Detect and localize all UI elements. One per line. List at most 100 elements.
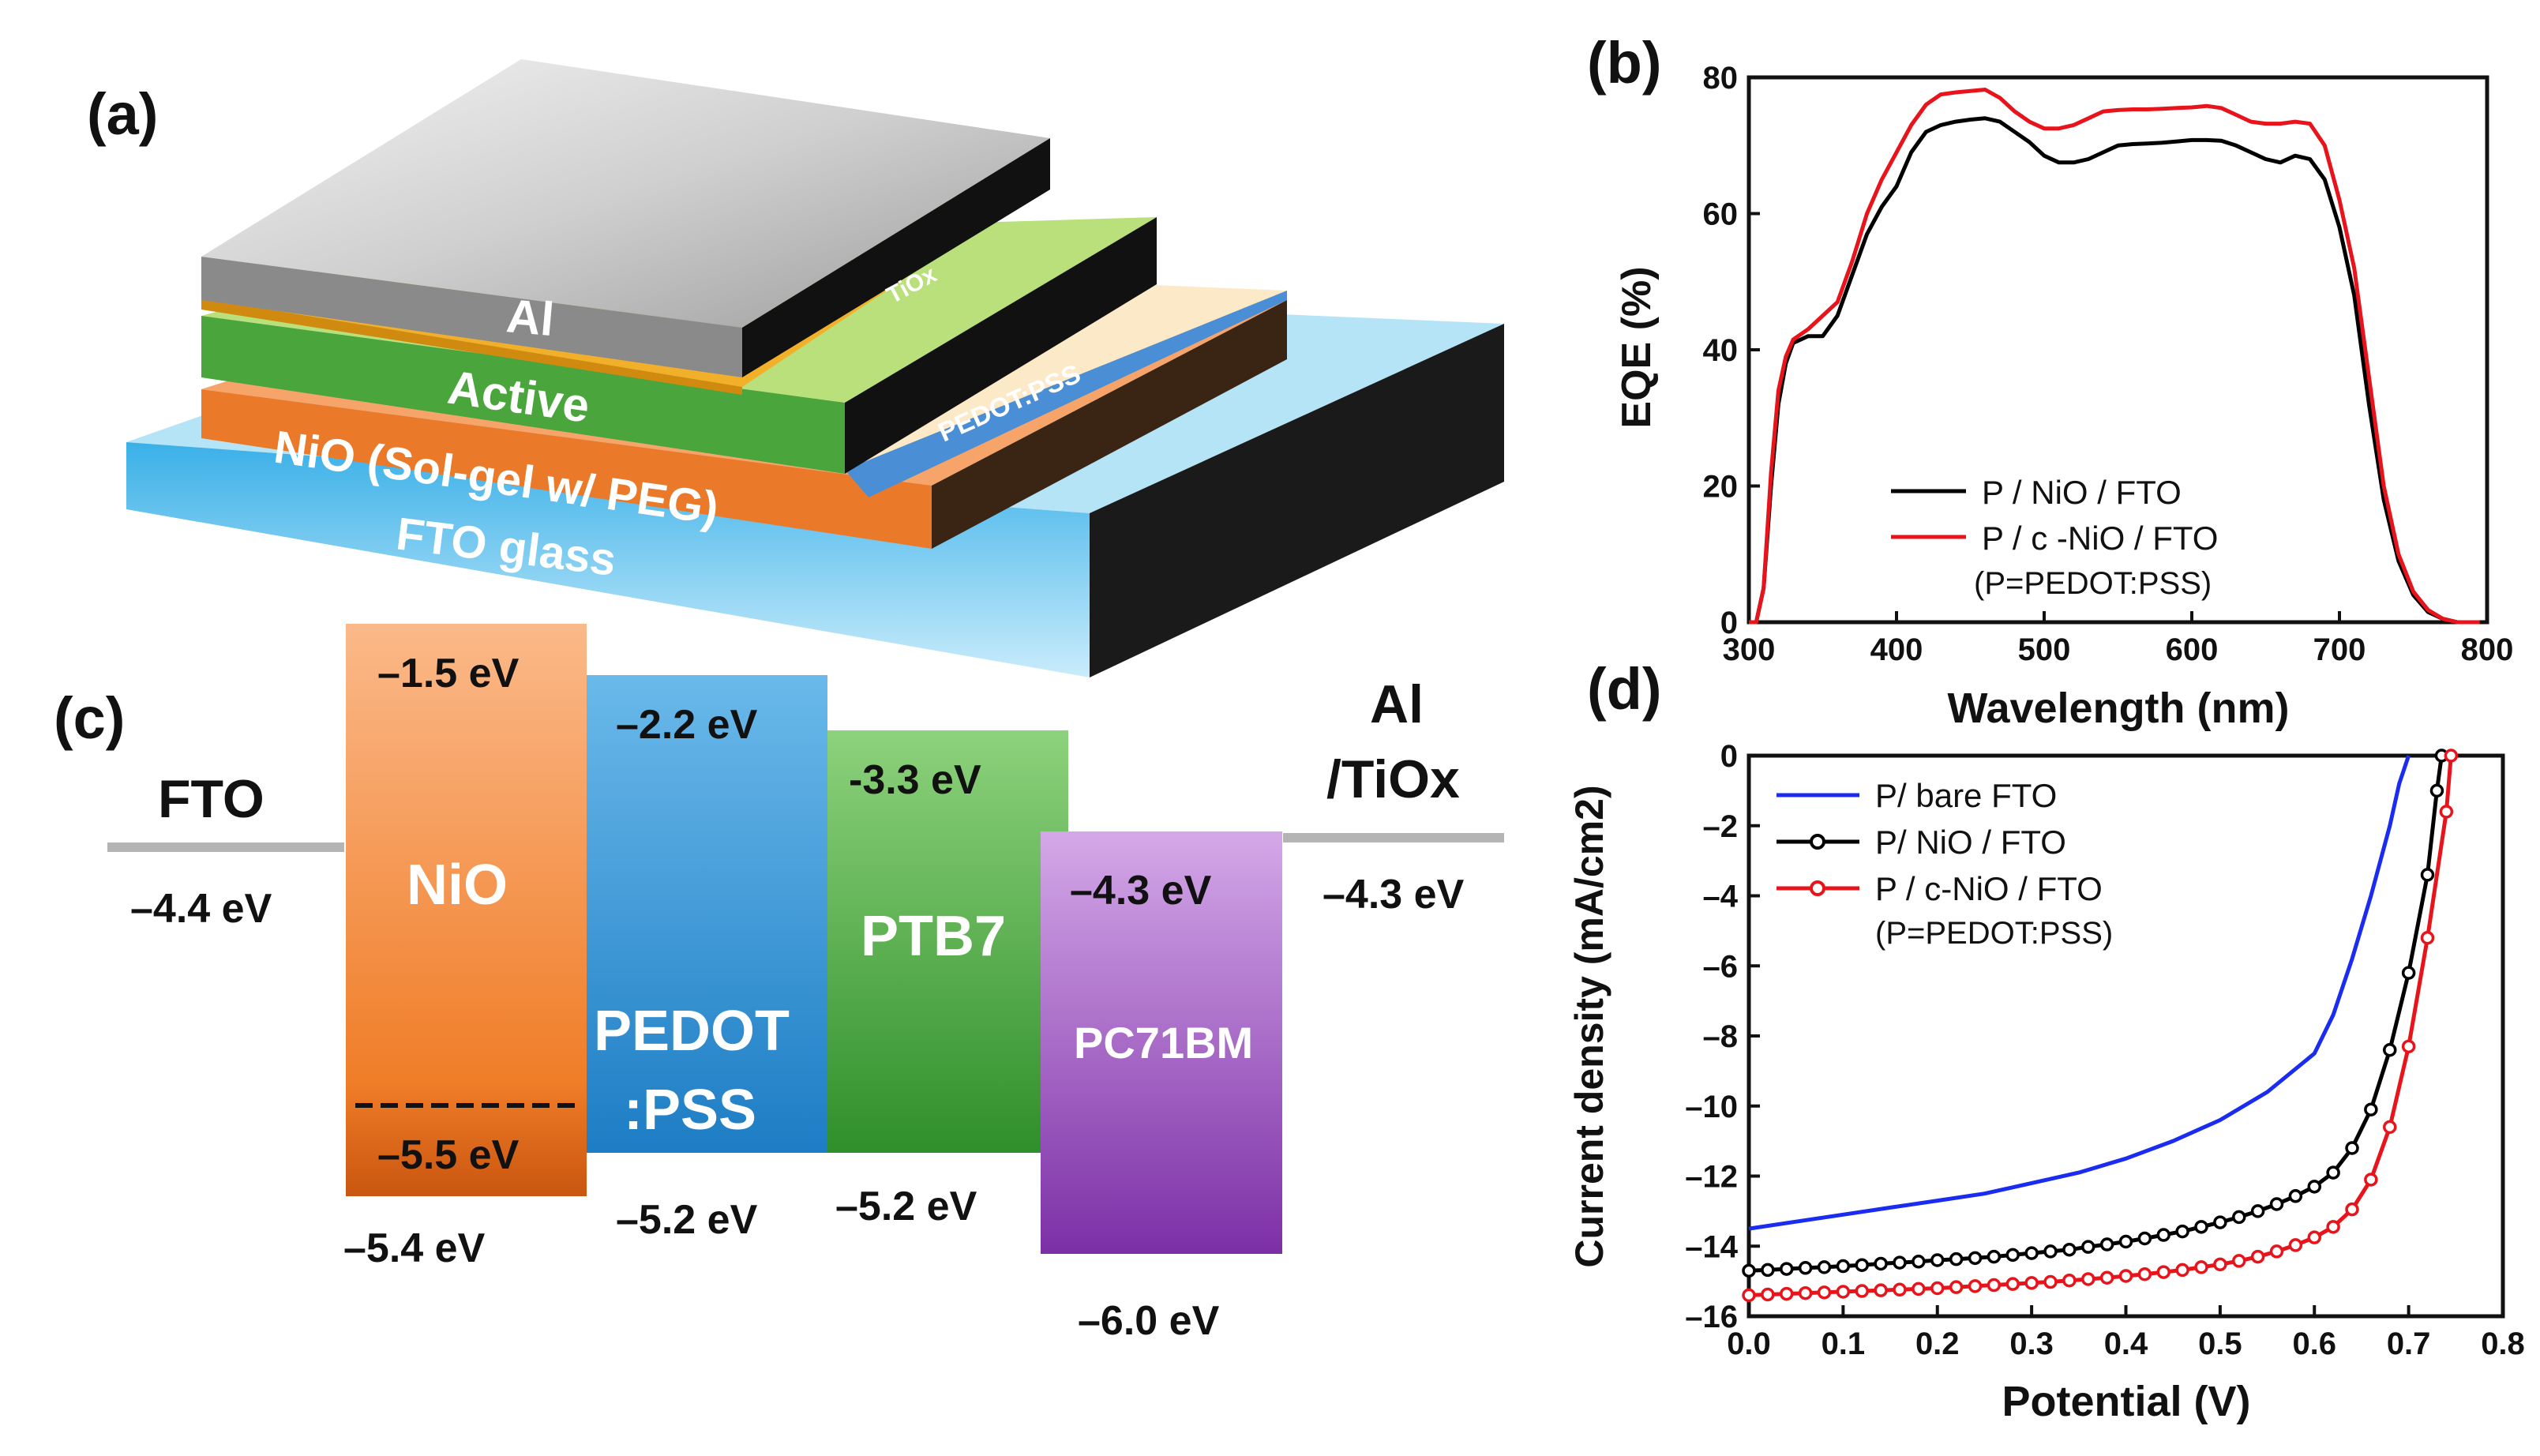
jv-ticks: 0.0 0.1 0.2 0.3 0.4 0.5 0.6 0.7 0.8 0 –2 –4 –6 –8 –10 –… (1685, 739, 2525, 1361)
eqe-ytick-label-0: 0 (1720, 606, 1738, 640)
al-label-1: Al (1370, 674, 1424, 734)
jv-series-2-point-35 (2401, 1039, 2416, 1054)
eqe-ytick-label-4: 80 (1703, 61, 1739, 96)
jv-series-2-point-38 (2444, 749, 2459, 763)
jv-series-2-point-10 (1930, 1281, 1945, 1296)
jv-ytick-label-8: –16 (1685, 1300, 1738, 1334)
jv-series-1-point-27 (2250, 1204, 2265, 1218)
jv-series-1-point-25 (2213, 1215, 2227, 1229)
jv-xtick-label-3: 0.3 (2009, 1327, 2054, 1361)
jv-series-1-point-19 (2099, 1237, 2114, 1251)
device-stack: Al TiOx Active PEDOT:PSS NiO (Sol-gel w/… (126, 59, 1504, 677)
jv-series-2-point-17 (2062, 1273, 2077, 1288)
pedot-bottom-value: –5.2 eV (616, 1197, 758, 1243)
active-side-face (845, 217, 1157, 474)
jv-chart: 0.0 0.1 0.2 0.3 0.4 0.5 0.6 0.7 0.8 0 –2 –4 –6 –8 –10 –… (1567, 739, 2525, 1425)
eqe-ytick-label-2: 40 (1703, 333, 1739, 368)
eqe-chart: 300 400 500 600 700 800 0 20 40 60 80 EQE (%) Wave… (1614, 61, 2513, 732)
jv-legend-label-1: P/ NiO / FTO (1875, 824, 2066, 861)
jv-series-2-point-20 (2118, 1269, 2133, 1283)
panel-label-b: (b) (1587, 30, 1662, 96)
jv-series-2-point-36 (2420, 931, 2435, 945)
jv-series-1-point-10 (1930, 1253, 1945, 1267)
eqe-xtick-label-0: 300 (1723, 632, 1776, 667)
jv-series-2-point-29 (2288, 1238, 2303, 1252)
jv-series-1-point-35 (2401, 966, 2416, 980)
fto-level-value: –4.4 eV (130, 886, 272, 932)
pedot-label-2: :PSS (624, 1079, 756, 1142)
pedot-band (587, 675, 827, 1153)
eqe-legend-label-1: P / c -NiO / FTO (1982, 520, 2218, 557)
jv-series-1-point-14 (2005, 1248, 2020, 1263)
jv-series-1-point-34 (2383, 1043, 2397, 1057)
eqe-legend-label-0: P / NiO / FTO (1982, 474, 2182, 511)
jv-series-1-point-20 (2118, 1234, 2133, 1249)
jv-series-1-point-24 (2194, 1220, 2208, 1234)
jv-series-2-point-15 (2024, 1276, 2039, 1290)
jv-series-2-point-4 (1817, 1285, 1832, 1300)
jv-series-2-point-25 (2213, 1257, 2227, 1272)
jv-series-2-point-34 (2383, 1120, 2397, 1135)
jv-legend: P/ bare FTO P/ NiO / FTO P / c-NiO / FTO… (1776, 777, 2113, 951)
jv-plot-frame (1746, 753, 2505, 1319)
jv-series-1 (1748, 755, 2444, 1273)
jv-xtick-label-4: 0.4 (2104, 1327, 2148, 1361)
ptb-top-value: -3.3 eV (849, 757, 981, 803)
eqe-xtick-label-3: 600 (2166, 632, 2219, 667)
eqe-ytick-label-1: 20 (1703, 470, 1739, 505)
jv-series-1-point-22 (2156, 1228, 2170, 1242)
al-label-2: /TiOx (1326, 749, 1460, 809)
jv-series-2-point-33 (2364, 1173, 2378, 1187)
eqe-xlabel: Wavelength (nm) (1947, 685, 2289, 732)
fto-level-line (107, 842, 344, 852)
jv-series-1-point-13 (1987, 1249, 2002, 1264)
jv-series-1-point-16 (2043, 1244, 2058, 1259)
jv-ytick-label-5: –10 (1685, 1090, 1738, 1124)
energy-diagram: FTO –4.4 eV Al /TiOx –4.3 eV –1.5 eV NiO… (107, 624, 1504, 1344)
ptb-label: PTB7 (861, 905, 1006, 968)
jv-series-1-point-6 (1855, 1258, 1869, 1272)
jv-series-2-point-2 (1780, 1286, 1794, 1301)
jv-xtick-label-5: 0.5 (2198, 1327, 2242, 1361)
nio-side-face (932, 300, 1287, 549)
jv-xlabel: Potential (V) (2002, 1378, 2250, 1425)
jv-series-2-point-13 (1987, 1278, 2002, 1293)
eqe-series-1 (1749, 88, 2480, 625)
jv-series-1-point-8 (1893, 1255, 1907, 1270)
al-level-value: –4.3 eV (1323, 872, 1465, 918)
jv-series-1-point-28 (2269, 1197, 2284, 1211)
pedot-side-face (845, 291, 1287, 497)
jv-ytick-label-7: –14 (1685, 1229, 1738, 1264)
jv-series-1-point-12 (1968, 1251, 1983, 1266)
jv-series-2-point-21 (2137, 1267, 2152, 1282)
jv-series-2-point-5 (1836, 1285, 1851, 1299)
al-top-face (201, 59, 1050, 328)
pedot-label-1: PEDOT (594, 1000, 790, 1063)
jv-series-1-point-36 (2420, 868, 2435, 882)
jv-xtick-label-2: 0.2 (1915, 1327, 1960, 1361)
jv-series-1-point-4 (1817, 1260, 1832, 1274)
jv-series-2-point-26 (2232, 1254, 2246, 1268)
jv-series-2-point-9 (1912, 1282, 1926, 1297)
panel-label-d: (d) (1587, 656, 1662, 722)
jv-series-2-point-1 (1761, 1287, 1775, 1302)
jv-series-2-point-31 (2326, 1220, 2340, 1234)
fto-label: FTO (158, 769, 265, 829)
jv-series-1-point-7 (1874, 1256, 1888, 1271)
jv-series-2-point-16 (2043, 1274, 2058, 1289)
jv-legend-label-2: P / c-NiO / FTO (1875, 870, 2103, 907)
jv-legend-marker-1 (1810, 834, 1825, 850)
panel-label-a: (a) (87, 81, 158, 147)
jv-series-2-point-0 (1742, 1288, 1756, 1303)
nio-top-value: –1.5 eV (377, 651, 520, 696)
jv-series-1-point-37 (2429, 783, 2444, 798)
eqe-xtick-label-2: 500 (2018, 632, 2071, 667)
pcbm-label: PC71BM (1074, 1018, 1253, 1068)
jv-ytick-label-2: –4 (1703, 880, 1739, 914)
jv-series-1-point-33 (2364, 1102, 2378, 1116)
tiox-front-face (201, 298, 742, 395)
jv-series-2-point-18 (2081, 1272, 2095, 1286)
jv-series-1-point-2 (1780, 1262, 1794, 1276)
jv-series-1-point-31 (2326, 1165, 2340, 1180)
jv-series-2-point-27 (2250, 1249, 2265, 1264)
